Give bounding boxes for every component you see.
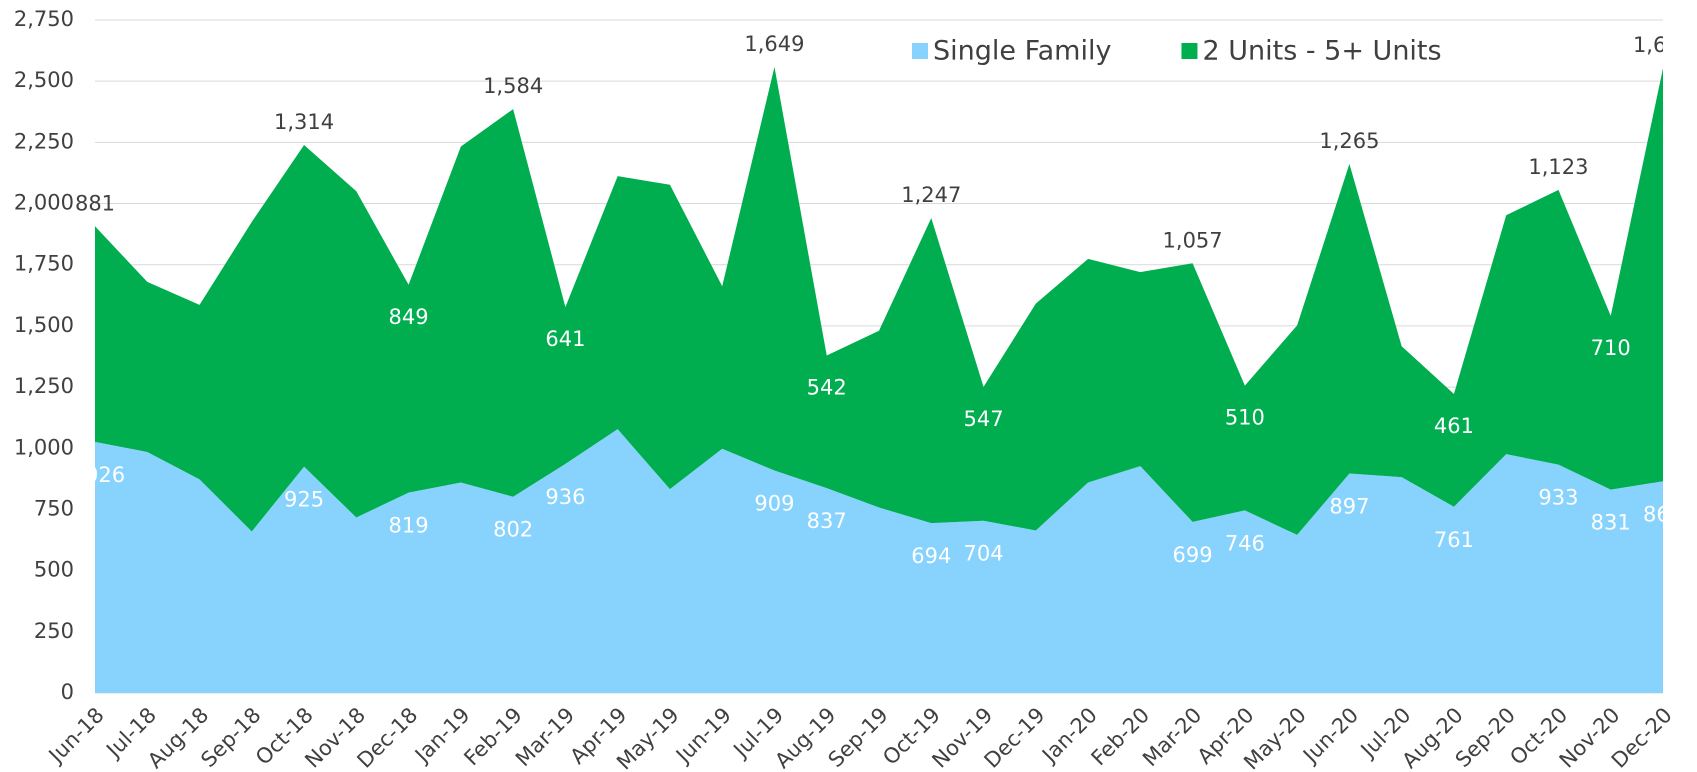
data-label: 936 — [545, 485, 585, 509]
data-label: 1,584 — [483, 74, 543, 98]
y-tick-label: 2,500 — [14, 68, 74, 92]
x-tick-label: Sep-18 — [196, 703, 265, 772]
data-label: 865 — [1643, 502, 1683, 526]
data-label: 881 — [75, 191, 115, 215]
y-tick-label: 500 — [34, 558, 74, 582]
data-label: 547 — [963, 407, 1003, 431]
area — [95, 429, 1663, 693]
data-label: 1,026 — [65, 463, 125, 487]
data-label: 849 — [389, 305, 429, 329]
data-label: 925 — [284, 488, 324, 512]
data-label: 1,649 — [744, 32, 804, 56]
data-label: 831 — [1591, 511, 1631, 535]
data-label: 761 — [1434, 528, 1474, 552]
y-tick-label: 750 — [34, 496, 74, 520]
data-label: 1,314 — [274, 110, 334, 134]
data-label: 897 — [1329, 494, 1369, 518]
data-label: 694 — [911, 544, 951, 568]
data-label: 802 — [493, 518, 533, 542]
legend-label: Single Family — [933, 36, 1111, 67]
data-label: 461 — [1434, 414, 1474, 438]
y-tick-label: 1,250 — [14, 374, 74, 398]
x-tick-label: Mar-20 — [1138, 703, 1206, 771]
x-tick-label: Jun-18 — [43, 703, 109, 769]
y-tick-label: 0 — [61, 680, 74, 704]
y-tick-label: 1,000 — [14, 435, 74, 459]
y-tick-label: 1,750 — [14, 252, 74, 276]
data-label: 933 — [1538, 486, 1578, 510]
legend-swatch — [1181, 43, 1198, 59]
data-label: 510 — [1225, 406, 1265, 430]
data-label: 699 — [1173, 543, 1213, 567]
x-tick-label: Sep-19 — [824, 703, 893, 772]
data-label: 704 — [963, 542, 1003, 566]
data-label: 746 — [1225, 531, 1265, 555]
data-label: 641 — [545, 327, 585, 351]
x-tick-label: Mar-19 — [511, 703, 579, 771]
legend-swatch — [912, 43, 928, 59]
y-tick-label: 2,000 — [14, 191, 74, 215]
y-tick-label: 2,750 — [14, 7, 74, 31]
data-label: 819 — [389, 514, 429, 538]
x-tick-label: Sep-20 — [1451, 703, 1520, 772]
data-label: 1,123 — [1528, 155, 1588, 179]
y-tick-label: 250 — [34, 619, 74, 643]
data-label: 1,247 — [901, 183, 961, 207]
data-label: 1,688 — [1633, 33, 1693, 57]
y-tick-label: 1,500 — [14, 313, 74, 337]
data-label: 542 — [807, 376, 847, 400]
y-tick-label: 2,250 — [14, 129, 74, 153]
data-label: 1,057 — [1163, 228, 1223, 252]
x-tick-label: Jun-20 — [1297, 703, 1363, 769]
area — [95, 66, 1663, 535]
data-label: 1,265 — [1319, 129, 1379, 153]
data-label: 909 — [754, 492, 794, 516]
data-label: 710 — [1591, 336, 1631, 360]
data-label: 837 — [807, 509, 847, 533]
x-tick-label: Jun-19 — [670, 703, 736, 769]
legend-label: 2 Units - 5+ Units — [1202, 36, 1441, 67]
